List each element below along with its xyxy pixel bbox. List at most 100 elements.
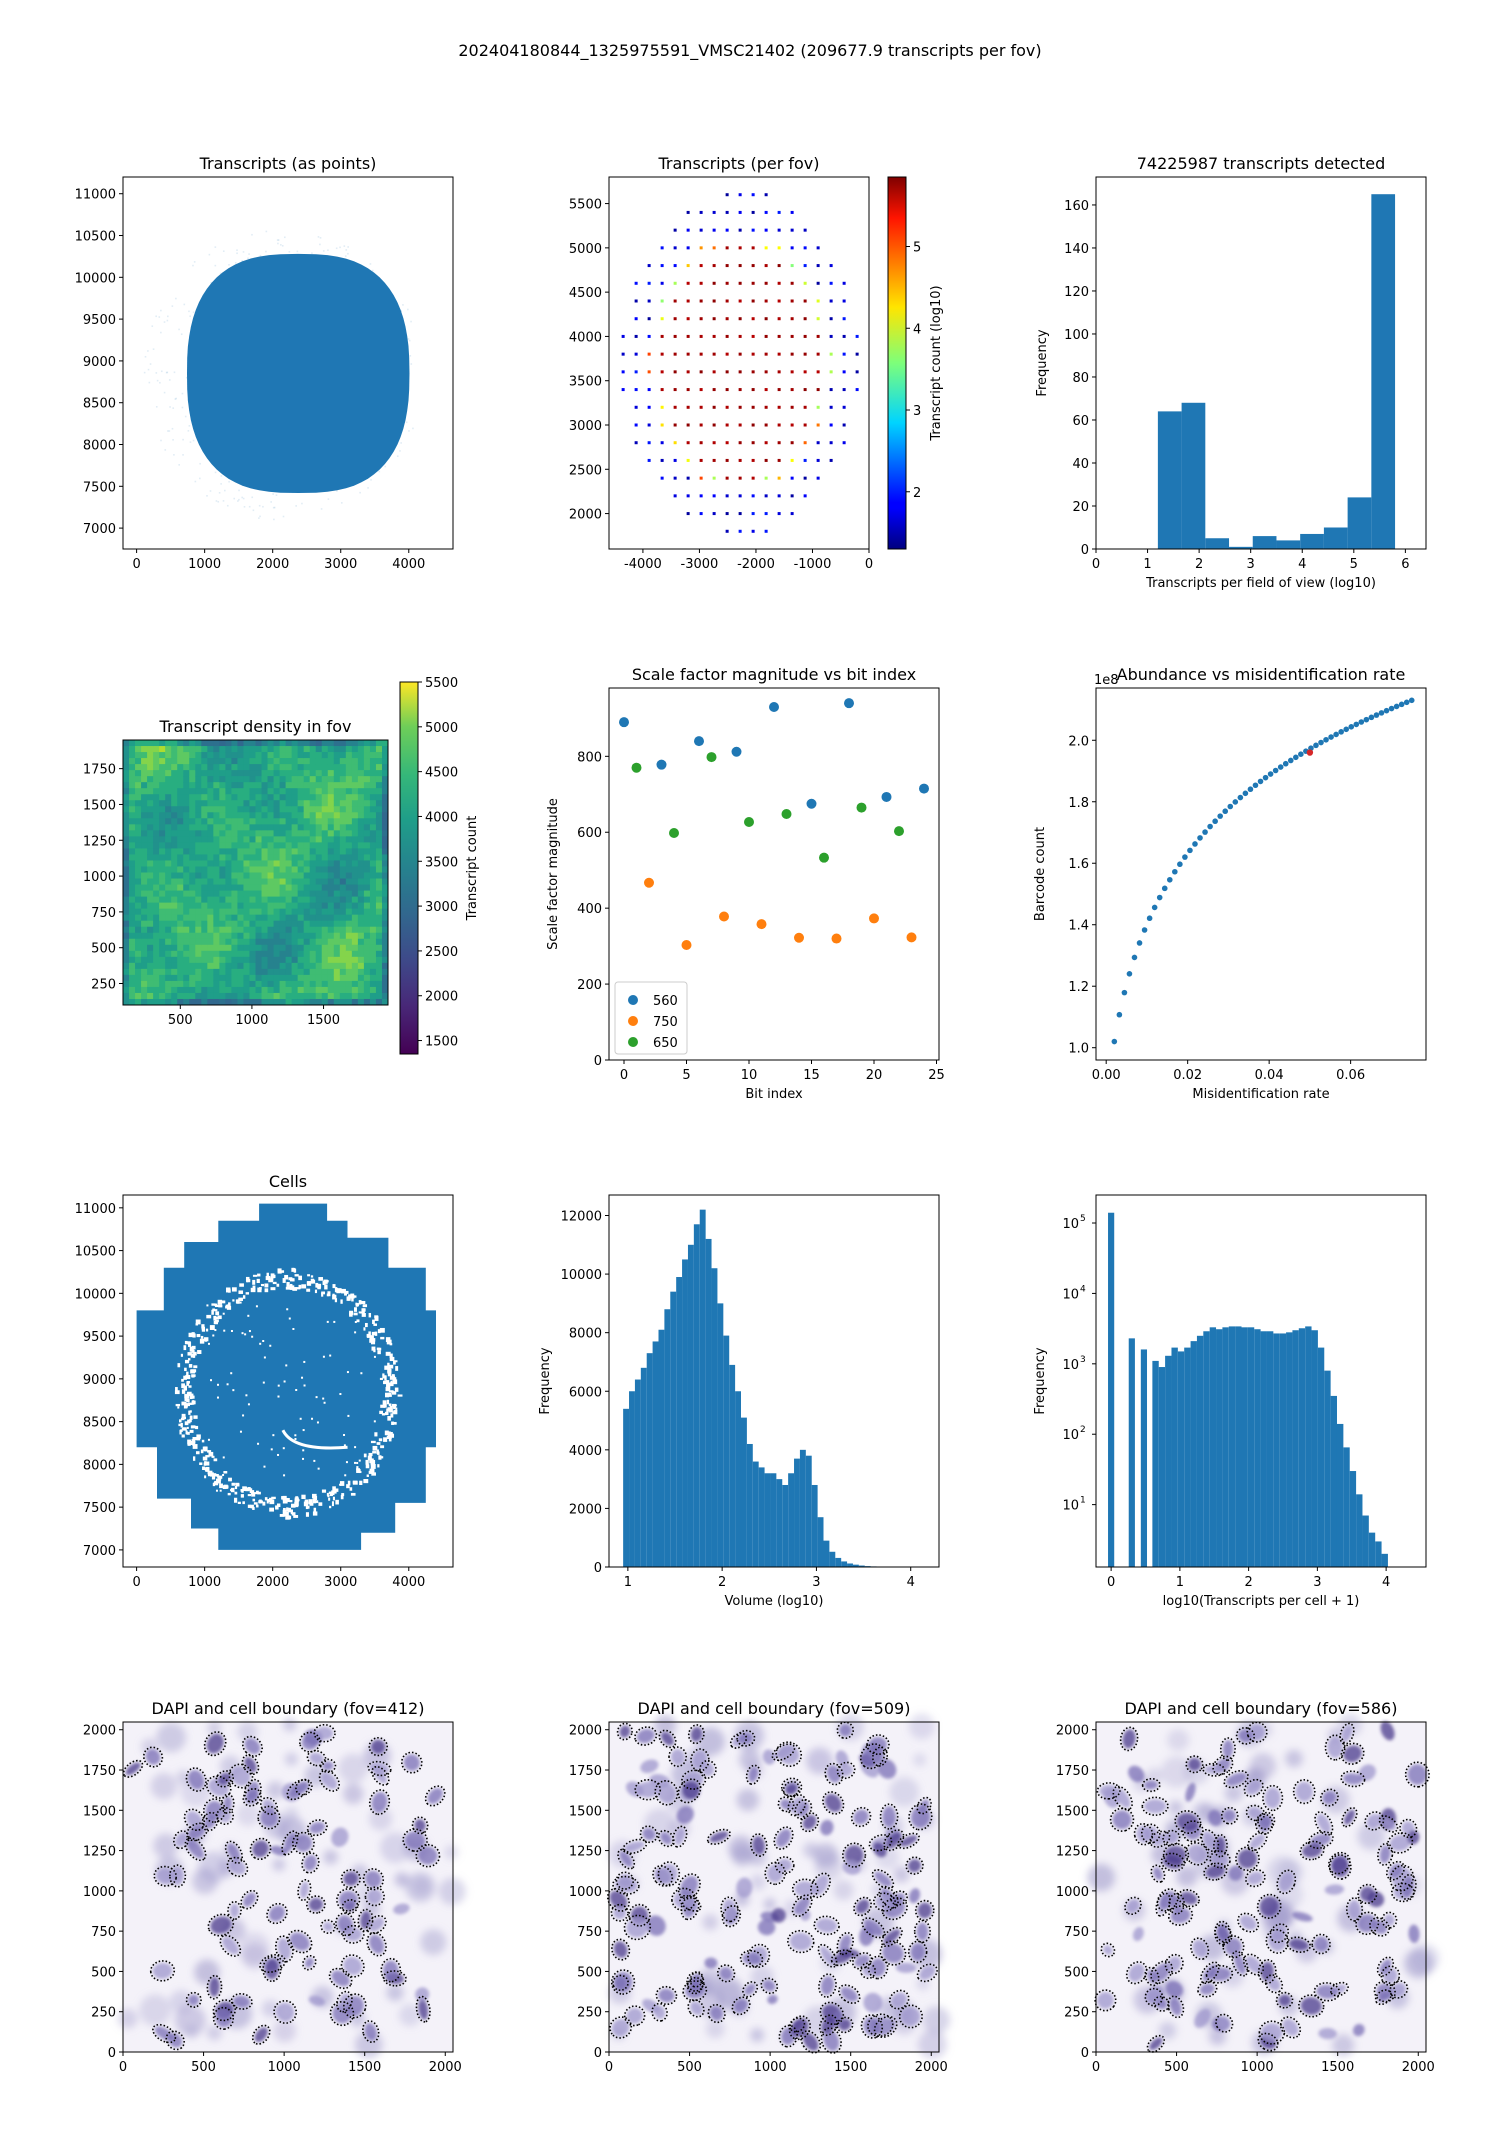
density-cell (273, 860, 281, 867)
dapi-nucleus (840, 1987, 858, 2002)
density-cell (333, 740, 341, 747)
dapi-nucleus (1153, 1963, 1171, 1982)
density-cell (123, 992, 130, 1000)
density-cell (237, 812, 244, 819)
fov-point (803, 317, 807, 321)
density-cell (225, 794, 232, 801)
cell-gap (188, 1342, 192, 1347)
density-cell (297, 872, 305, 880)
density-cell (255, 944, 263, 952)
density-cell (315, 956, 323, 964)
dapi-nucleus (145, 1749, 161, 1765)
density-cell (231, 764, 238, 771)
density-cell (297, 782, 305, 789)
cell-gap (225, 1305, 229, 1309)
dapi-nucleus (1143, 1826, 1158, 1841)
density-cell (183, 884, 190, 892)
cell-gap (369, 1338, 374, 1343)
density-cell (375, 980, 383, 988)
density-cell (201, 896, 208, 904)
density-cell (219, 938, 226, 946)
density-cell (123, 830, 130, 837)
x-tick-label: 500 (1164, 2060, 1189, 2075)
density-cell (195, 740, 202, 747)
density-cell (291, 770, 299, 777)
fov-point (634, 370, 638, 374)
density-cell (207, 920, 214, 928)
density-cell (207, 878, 214, 886)
density-cell (201, 806, 208, 813)
cell-gap (333, 1491, 337, 1494)
density-cell (351, 974, 359, 982)
barcode-point (1161, 885, 1168, 892)
cell-gap (183, 1345, 187, 1351)
fov-point (777, 405, 781, 409)
density-cell (207, 794, 214, 801)
density-cell (357, 854, 365, 861)
density-cell (285, 764, 293, 771)
background-transcript (243, 505, 246, 508)
density-cell (243, 830, 250, 837)
cell-gap (380, 1404, 386, 1408)
density-cell (225, 974, 232, 982)
cell-gap (205, 1466, 210, 1472)
cell-boundary (616, 1722, 633, 1741)
background-transcript (220, 483, 222, 485)
density-cell (135, 794, 142, 801)
density-cell (261, 788, 269, 795)
density-cell (195, 818, 202, 825)
histogram-bar (1128, 1338, 1135, 1567)
barcode-point (1121, 989, 1128, 996)
density-cell (135, 962, 142, 970)
cell-gap (356, 1466, 359, 1471)
dapi-nucleus (1153, 1867, 1163, 1881)
cell-gap (315, 1396, 318, 1399)
density-cell (195, 854, 202, 861)
density-cell (147, 854, 154, 861)
density-cell (195, 944, 202, 952)
cell-gap (282, 1278, 286, 1283)
fov-point (751, 228, 755, 232)
density-cell (213, 764, 220, 771)
cell-gap (377, 1350, 381, 1355)
density-cell (273, 788, 281, 795)
density-cell (201, 812, 208, 819)
density-cell (363, 926, 371, 934)
density-cell (303, 854, 311, 861)
density-cell (309, 902, 317, 910)
cell-boundary (1345, 1897, 1364, 1922)
cell-boundary (867, 2013, 894, 2038)
density-cell (261, 866, 269, 873)
density-cell (237, 902, 244, 910)
cell-gap (257, 1491, 261, 1495)
density-cell (147, 890, 154, 898)
density-cell (339, 764, 347, 771)
density-cell (231, 956, 238, 964)
cell-gap (368, 1331, 371, 1336)
density-cell (153, 986, 160, 994)
density-cell (357, 800, 365, 807)
fov-point (816, 370, 820, 374)
density-cell (363, 908, 371, 916)
density-cell (201, 956, 208, 964)
density-cell (303, 812, 311, 819)
dapi-nucleus (1360, 1886, 1375, 1902)
density-cell (147, 776, 154, 783)
density-cell (381, 884, 389, 892)
histogram-bar (1273, 1333, 1280, 1567)
density-cell (129, 956, 136, 964)
cell-boundary (1357, 1883, 1378, 1905)
cell-boundary (367, 1760, 392, 1777)
density-cell (153, 884, 160, 892)
cell-gap (333, 1488, 339, 1492)
dapi-nucleus (1103, 1945, 1113, 1955)
density-cell (315, 986, 323, 994)
density-cell (243, 938, 250, 946)
density-cell (363, 932, 371, 940)
dapi-blur-spot (323, 1849, 339, 1865)
density-cell (321, 986, 329, 994)
cell-gap (282, 1509, 287, 1515)
density-cell (189, 896, 196, 904)
dapi-nucleus (910, 1943, 925, 1961)
density-cell (153, 896, 160, 904)
